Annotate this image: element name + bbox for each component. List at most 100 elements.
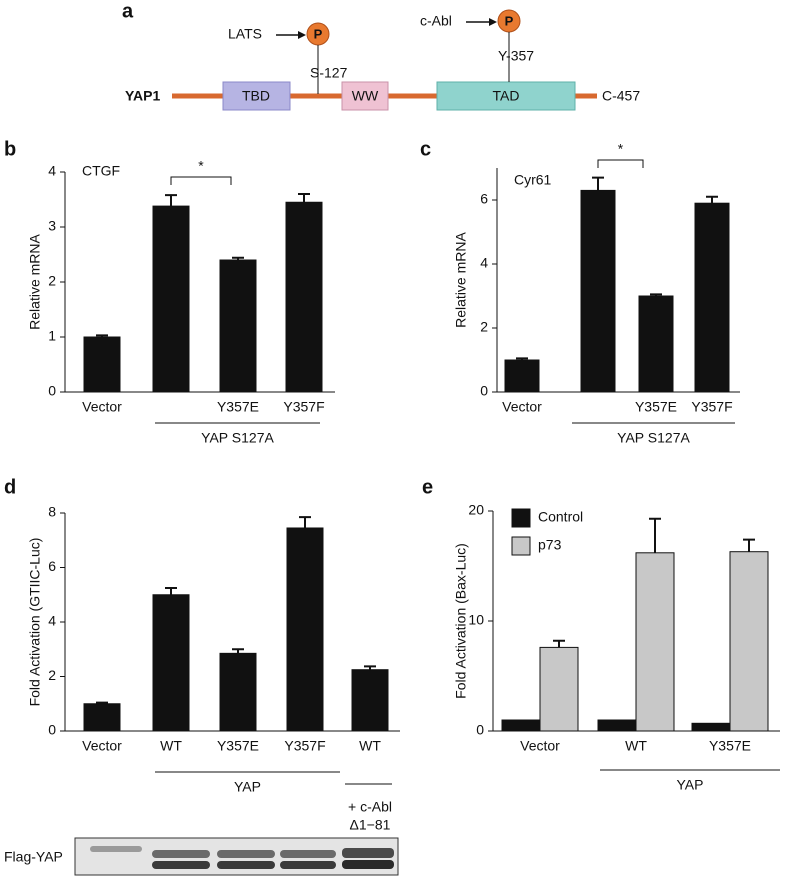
bar xyxy=(83,336,121,393)
bar xyxy=(504,359,540,393)
blot-band xyxy=(342,848,394,858)
group-label: YAP S127A xyxy=(617,430,690,446)
significance-bracket xyxy=(170,176,232,185)
end-label: C-457 xyxy=(602,88,640,104)
arrow-head xyxy=(298,31,306,39)
y-tick-label: 10 xyxy=(468,612,484,628)
legend-swatch xyxy=(511,536,531,556)
domain-box xyxy=(436,81,576,111)
y-tick-label: 6 xyxy=(48,558,56,574)
y-tick-label: 3 xyxy=(48,218,56,234)
y-tick-label: 4 xyxy=(480,255,488,271)
y-tick-label: 8 xyxy=(48,504,56,520)
error-bar xyxy=(299,516,311,528)
western-blot: Flag-YAP xyxy=(4,837,399,876)
chart-title: Cyr61 xyxy=(514,172,552,188)
bar xyxy=(635,552,675,732)
x-tick-label: WT xyxy=(160,738,182,754)
blot-band xyxy=(152,861,210,869)
panel-label: b xyxy=(4,138,16,160)
domain-diagram: a YAP1 TBD WW TAD C-457 LATS P S-127 c-A… xyxy=(122,0,640,111)
annotation: Δ1−81 xyxy=(350,817,391,833)
phospho-label: P xyxy=(505,13,514,28)
chart-title: CTGF xyxy=(82,163,120,179)
bar xyxy=(729,551,769,732)
protein-name: YAP1 xyxy=(125,88,161,104)
arrow-head xyxy=(489,18,497,26)
significance-label: * xyxy=(198,158,204,174)
annotation: + c-Abl xyxy=(348,799,392,815)
y-tick-label: 0 xyxy=(476,722,484,738)
y-tick-label: 1 xyxy=(48,328,56,344)
y-axis-label: Relative mRNA xyxy=(453,232,469,328)
blot-band xyxy=(152,850,210,858)
x-tick-label: WT xyxy=(625,738,647,754)
blot-band xyxy=(90,846,142,852)
error-bar xyxy=(553,639,565,648)
error-bar xyxy=(364,665,376,670)
y-tick-label: 0 xyxy=(480,383,488,399)
blot-band xyxy=(217,861,275,869)
error-bar xyxy=(743,538,755,552)
error-bar xyxy=(232,648,244,654)
x-tick-label: Y357E xyxy=(217,399,259,415)
bar xyxy=(152,205,190,393)
legend-swatch xyxy=(511,508,531,528)
blot-label: Flag-YAP xyxy=(4,849,63,865)
bar xyxy=(501,719,541,732)
kinase-label: LATS xyxy=(228,26,262,42)
x-tick-label: Vector xyxy=(502,399,542,415)
error-bar xyxy=(706,195,718,204)
residue-label: Y-357 xyxy=(498,48,534,64)
x-tick-label: WT xyxy=(359,738,381,754)
bar xyxy=(152,594,190,732)
error-bar xyxy=(165,194,177,207)
x-tick-label: Y357E xyxy=(709,738,751,754)
phospho-label: P xyxy=(314,26,323,41)
legend-label: Control xyxy=(538,509,583,525)
bar xyxy=(694,202,730,393)
y-tick-label: 0 xyxy=(48,722,56,738)
x-tick-label: Vector xyxy=(520,738,560,754)
domain-label: TAD xyxy=(493,88,520,104)
x-tick-label: Y357F xyxy=(691,399,732,415)
panel-label: a xyxy=(122,0,134,22)
bar xyxy=(285,201,323,393)
group-label: YAP xyxy=(677,777,704,793)
x-tick-label: Y357E xyxy=(635,399,677,415)
y-axis-label: Relative mRNA xyxy=(27,234,43,330)
panel-label: e xyxy=(422,476,433,498)
bar xyxy=(539,646,579,732)
bar xyxy=(219,652,257,732)
y-tick-label: 20 xyxy=(468,502,484,518)
error-bar xyxy=(650,293,662,296)
x-tick-label: Vector xyxy=(82,399,122,415)
domain-label: WW xyxy=(352,88,379,104)
panel-label: d xyxy=(4,476,16,498)
error-bar xyxy=(649,517,661,553)
y-tick-label: 2 xyxy=(48,667,56,683)
domain-box xyxy=(341,81,389,111)
significance-bracket xyxy=(597,159,644,168)
error-bar xyxy=(298,193,310,203)
x-tick-label: Y357E xyxy=(217,738,259,754)
bar xyxy=(83,703,121,732)
domain-box xyxy=(222,81,291,111)
bar xyxy=(351,669,389,732)
error-bar xyxy=(96,701,108,704)
error-bar xyxy=(165,586,177,595)
significance-label: * xyxy=(618,141,624,157)
blot-band xyxy=(280,850,336,858)
y-tick-label: 4 xyxy=(48,163,56,179)
blot-band xyxy=(280,861,336,869)
blot-band xyxy=(217,850,275,858)
x-tick-label: Vector xyxy=(82,738,122,754)
group-label: YAP S127A xyxy=(201,430,274,446)
bar xyxy=(597,719,637,732)
bar xyxy=(580,189,616,393)
legend-label: p73 xyxy=(538,537,562,553)
y-tick-label: 0 xyxy=(48,383,56,399)
error-bar xyxy=(592,176,604,191)
bar xyxy=(638,295,674,393)
